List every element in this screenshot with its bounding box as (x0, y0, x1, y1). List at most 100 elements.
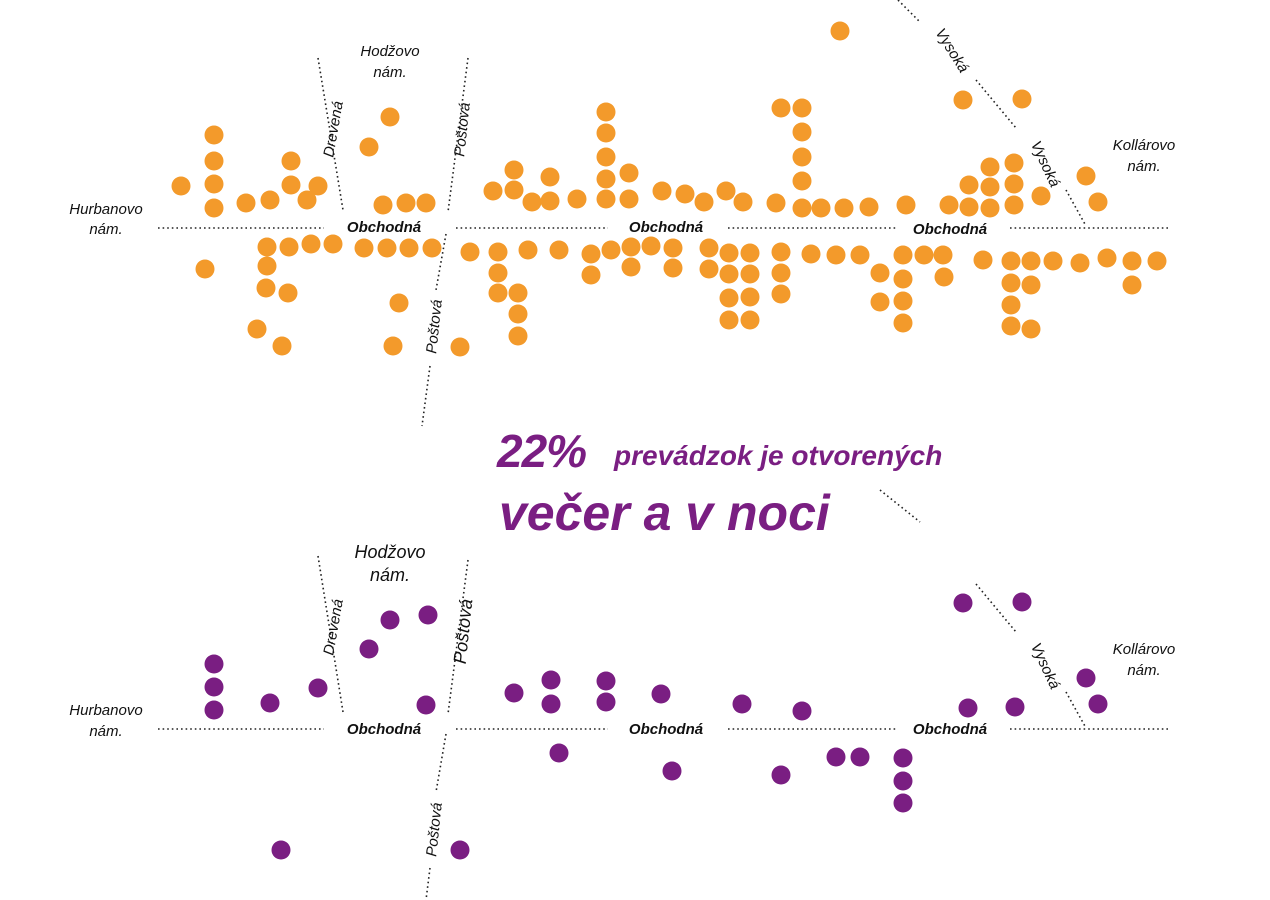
all-shop-dot (247, 319, 267, 339)
all-shop-dot (934, 267, 954, 287)
all-shop-dot (508, 326, 528, 346)
all-shop-dot (621, 237, 641, 257)
all-shop-dot (914, 245, 934, 265)
all-shop-dot (257, 237, 277, 257)
vysoka-street-line-c (1065, 691, 1087, 729)
all-shop-dot (354, 238, 374, 258)
evening-shop-dot (1012, 592, 1032, 612)
all-shop-dot (733, 192, 753, 212)
all-shop-dot (893, 245, 913, 265)
all-shop-dot (257, 256, 277, 276)
postova-street-line-bottom (425, 867, 431, 900)
all-shop-dot (567, 189, 587, 209)
postova-label-top: Poštová (451, 102, 474, 158)
drevena-label: Drevená (320, 598, 347, 657)
all-shop-dot (663, 258, 683, 278)
all-shop-dot (596, 169, 616, 189)
hurbanovo-label-line2: nám. (89, 723, 122, 740)
all-shop-dot (719, 243, 739, 263)
all-shop-dot (740, 243, 760, 263)
all-shop-dot (540, 167, 560, 187)
drevena-street-line (317, 555, 344, 713)
all-shop-dot (323, 234, 343, 254)
all-shop-dot (716, 181, 736, 201)
evening-shop-dot (1088, 694, 1108, 714)
all-shop-dot (1004, 174, 1024, 194)
all-shop-dot (236, 193, 256, 213)
all-shop-dot (811, 198, 831, 218)
evening-shop-dot (418, 605, 438, 625)
hodzovo-label-line1: Hodžovo (354, 542, 425, 562)
all-shop-dot (596, 102, 616, 122)
all-shop-dot (1012, 89, 1032, 109)
all-shop-dot (1097, 248, 1117, 268)
all-shop-dot (719, 310, 739, 330)
postova-street-line-mid (435, 233, 447, 291)
hurbanovo-label-line2: nám. (89, 221, 122, 238)
evening-shop-dot (893, 748, 913, 768)
all-shop-dot (1021, 251, 1041, 271)
all-shop-dot (508, 283, 528, 303)
all-shop-dot (826, 245, 846, 265)
all-shop-dot (719, 288, 739, 308)
all-shop-dot (1031, 186, 1051, 206)
all-shop-dot (281, 175, 301, 195)
all-shop-dot (373, 195, 393, 215)
all-shop-dot (380, 107, 400, 127)
all-shop-dot (959, 175, 979, 195)
obchodna-label-3: Obchodná (913, 221, 987, 238)
evening-shop-dot (204, 677, 224, 697)
all-shop-dot (483, 181, 503, 201)
all-shop-dot (171, 176, 191, 196)
kollarovo-label-line2: nám. (1127, 662, 1160, 679)
all-shop-dot (508, 304, 528, 324)
evening-shop-dot (596, 692, 616, 712)
postova-street-line-bottom (421, 365, 431, 427)
drevena-label: Drevená (320, 100, 347, 159)
all-shop-dot (460, 242, 480, 262)
all-shop-dot (771, 98, 791, 118)
all-shop-dot (834, 198, 854, 218)
evening-shop-dot (204, 700, 224, 720)
all-shop-dot (699, 238, 719, 258)
evening-shop-dot (380, 610, 400, 630)
obchodna-label-1: Obchodná (347, 721, 421, 738)
all-shop-dot (488, 242, 508, 262)
postova-street-line-top (447, 559, 469, 715)
all-shop-dot (792, 171, 812, 191)
postova-street-line-top (447, 57, 469, 213)
all-shop-dot (522, 192, 542, 212)
all-shop-dot (504, 160, 524, 180)
all-shop-dot (619, 163, 639, 183)
map-evening-shops: Hurbanovo nám. Hodžovo nám. Kollárovo ná… (69, 542, 1175, 900)
all-shop-dot (740, 287, 760, 307)
all-shop-dot (675, 184, 695, 204)
all-shop-dot (663, 238, 683, 258)
all-shop-dot (801, 244, 821, 264)
all-shop-dot (771, 242, 791, 262)
vysoka-street-line-a (897, 0, 921, 23)
all-shop-dot (893, 269, 913, 289)
all-shop-dot (389, 293, 409, 313)
all-shop-dot (399, 238, 419, 258)
all-shop-dot (596, 147, 616, 167)
evening-shop-dot (893, 771, 913, 791)
hurbanovo-label-line1: Hurbanovo (69, 702, 142, 719)
evening-shop-dot (792, 701, 812, 721)
all-shop-dot (792, 98, 812, 118)
all-shop-dot (581, 244, 601, 264)
all-shop-dot (771, 263, 791, 283)
all-shop-dot (1001, 295, 1021, 315)
evening-shop-dot (308, 678, 328, 698)
evening-shop-dot (953, 593, 973, 613)
evening-shop-dot (771, 765, 791, 785)
postova-label-bottom: Poštová (423, 299, 446, 355)
all-shop-dot (870, 263, 890, 283)
postova-label-top: Poštová (450, 598, 477, 665)
evening-shop-dot (359, 639, 379, 659)
evening-shop-dot (450, 840, 470, 860)
all-shop-dot (870, 292, 890, 312)
all-shop-dot (959, 197, 979, 217)
evening-shop-dot (504, 683, 524, 703)
evening-shop-dot (541, 694, 561, 714)
